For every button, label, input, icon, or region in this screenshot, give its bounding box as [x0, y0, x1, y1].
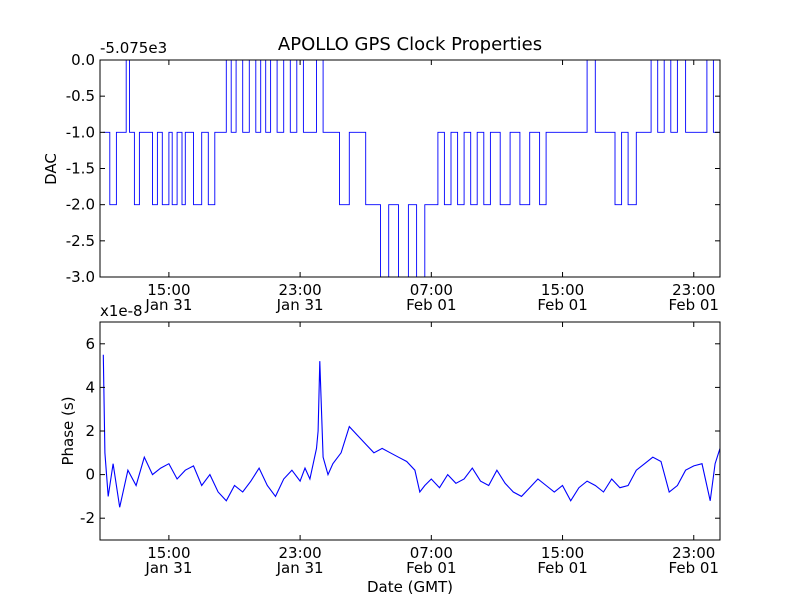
x-tick-date-label: Jan 31 — [144, 296, 192, 314]
bottom-offset-label: x1e-8 — [100, 302, 143, 320]
x-tick-date-label: Feb 01 — [669, 559, 719, 577]
y-tick-label: 0.0 — [71, 51, 95, 69]
x-tick-date-label: Feb 01 — [406, 559, 456, 577]
x-tick-time-label: 23:00 — [672, 544, 715, 562]
top-y-axis-label: DAC — [42, 153, 60, 185]
bottom-x-axis-label: Date (GMT) — [367, 578, 453, 596]
y-tick-label: 0 — [85, 466, 95, 484]
x-tick-date-label: Jan 31 — [276, 296, 324, 314]
x-tick-time-label: 23:00 — [278, 281, 321, 299]
y-tick-label: 4 — [85, 378, 95, 396]
plot-frame — [99, 321, 721, 541]
x-tick-date-label: Jan 31 — [276, 559, 324, 577]
x-tick-time-label: 15:00 — [147, 281, 190, 299]
y-tick-label: -1.0 — [66, 123, 95, 141]
x-tick-time-label: 23:00 — [278, 544, 321, 562]
x-tick-date-label: Feb 01 — [537, 559, 587, 577]
x-tick-date-label: Jan 31 — [144, 559, 192, 577]
y-tick-label: -3.0 — [66, 268, 95, 286]
x-tick-time-label: 15:00 — [541, 281, 584, 299]
plot-frame — [99, 59, 721, 278]
x-tick-time-label: 23:00 — [672, 281, 715, 299]
y-tick-label: -2.0 — [66, 196, 95, 214]
x-tick-date-label: Feb 01 — [669, 296, 719, 314]
x-tick-time-label: 07:00 — [410, 281, 453, 299]
x-tick-date-label: Feb 01 — [537, 296, 587, 314]
y-tick-label: -2 — [80, 509, 95, 527]
y-tick-label: 2 — [85, 422, 95, 440]
top-offset-label: -5.075e3 — [100, 39, 167, 57]
y-tick-label: -1.5 — [66, 160, 95, 178]
dac-series-line — [103, 60, 720, 277]
y-tick-label: -2.5 — [66, 232, 95, 250]
chart-title: APOLLO GPS Clock Properties — [278, 34, 542, 55]
x-tick-time-label: 07:00 — [410, 544, 453, 562]
x-tick-time-label: 15:00 — [147, 544, 190, 562]
y-tick-label: 6 — [85, 335, 95, 353]
x-tick-date-label: Feb 01 — [406, 296, 456, 314]
bottom-y-axis-label: Phase (s) — [59, 396, 77, 465]
phase-series-line — [102, 354, 720, 508]
y-tick-label: -0.5 — [66, 87, 95, 105]
x-tick-time-label: 15:00 — [541, 544, 584, 562]
